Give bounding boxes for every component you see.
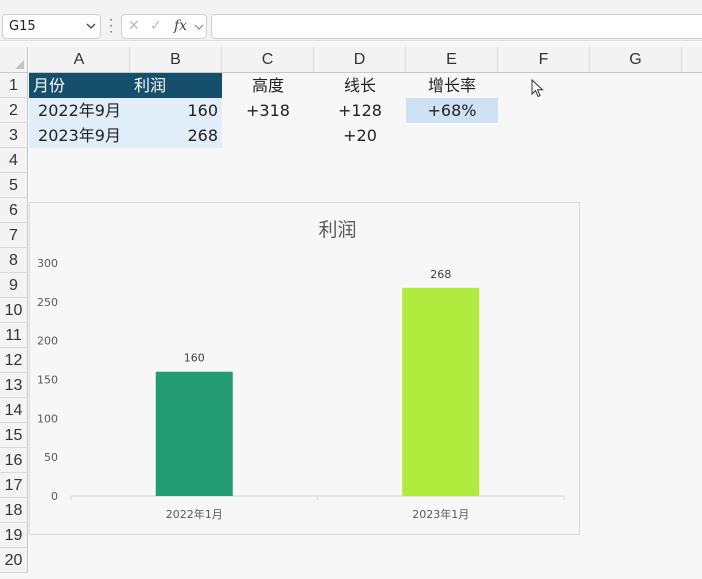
y-tick-label: 100 [37,412,58,425]
formula-input[interactable] [211,14,702,39]
column-header-d[interactable]: D [314,47,406,73]
column-header-f[interactable]: F [498,47,590,73]
row-header-19[interactable]: 19 [0,523,28,548]
cell-b2[interactable]: 160 [130,98,222,123]
enter-icon[interactable]: ✓ [150,18,162,34]
select-all-corner[interactable] [0,47,28,73]
row-header-14[interactable]: 14 [0,398,28,423]
mouse-pointer-icon [531,78,545,103]
chevron-down-icon[interactable] [86,18,96,37]
row-header-13[interactable]: 13 [0,373,28,398]
row-header-16[interactable]: 16 [0,448,28,473]
cell-a3[interactable]: 2023年9月 [29,123,130,148]
cell-d3[interactable]: +20 [343,126,377,145]
x-tick-label: 2023年1月 [412,507,469,521]
y-tick-label: 50 [44,451,58,464]
more-options-icon[interactable]: · · · [109,13,113,39]
bar-1 [155,371,233,496]
row-header-4[interactable]: 4 [0,148,28,173]
row-header-3[interactable]: 3 [0,123,28,148]
data-label: 160 [184,352,205,365]
y-tick-label: 150 [37,374,58,387]
y-tick-label: 300 [37,257,58,270]
column-header-e[interactable]: E [406,47,498,73]
row-header-10[interactable]: 10 [0,298,28,323]
name-box[interactable]: G15 [2,14,101,39]
insert-function-icon[interactable]: fx [174,18,188,34]
cell-a1[interactable]: 月份 [29,73,130,98]
row-header-1[interactable]: 1 [0,73,28,98]
row-header-12[interactable]: 12 [0,348,28,373]
column-header-h[interactable] [682,47,702,73]
row-header-18[interactable]: 18 [0,498,28,523]
row-header-17[interactable]: 17 [0,473,28,498]
formula-controls: ✕ ✓ fx [121,14,207,39]
cell-c1[interactable]: 高度 [251,76,284,95]
row-header-2[interactable]: 2 [0,98,28,123]
cancel-icon[interactable]: ✕ [128,18,140,34]
column-header-c[interactable]: C [222,47,314,73]
cell-e1[interactable]: 增长率 [427,76,476,95]
row-header-7[interactable]: 7 [0,223,28,248]
name-box-value: G15 [9,19,36,34]
cell-e2[interactable]: +68% [406,98,498,123]
data-label: 268 [430,268,451,281]
cell-a2[interactable]: 2022年9月 [29,98,130,123]
row-header-5[interactable]: 5 [0,173,28,198]
cell-d2[interactable]: +128 [338,101,382,120]
row-header-6[interactable]: 6 [0,198,28,223]
column-header-a[interactable]: A [29,47,130,73]
cell-d1[interactable]: 线长 [343,76,376,95]
x-tick-label: 2022年1月 [166,507,223,521]
row-header-15[interactable]: 15 [0,423,28,448]
column-header-b[interactable]: B [130,47,222,73]
formula-bar: G15 · · · ✕ ✓ fx [0,0,702,41]
bar-2 [402,287,480,496]
cell-c2[interactable]: +318 [246,101,290,120]
cell-b3[interactable]: 268 [130,123,222,148]
chart-title: 利润 [318,219,356,241]
row-header-20[interactable]: 20 [0,548,28,573]
row-header-8[interactable]: 8 [0,248,28,273]
cell-b1[interactable]: 利润 [130,73,222,98]
row-header-9[interactable]: 9 [0,273,28,298]
y-tick-label: 200 [37,335,58,348]
row-header-11[interactable]: 11 [0,323,28,348]
y-tick-label: 250 [37,296,58,309]
y-tick-label: 0 [51,490,58,503]
column-header-g[interactable]: G [590,47,682,73]
chevron-down-icon[interactable] [194,19,204,39]
bar-chart: 利润 0 50 100 150 200 250 300 160 2022年1月 268 2023年1月 [37,219,565,521]
profit-chart[interactable]: 利润 0 50 100 150 200 250 300 160 2022年1月 268 2023年1月 [29,202,580,535]
